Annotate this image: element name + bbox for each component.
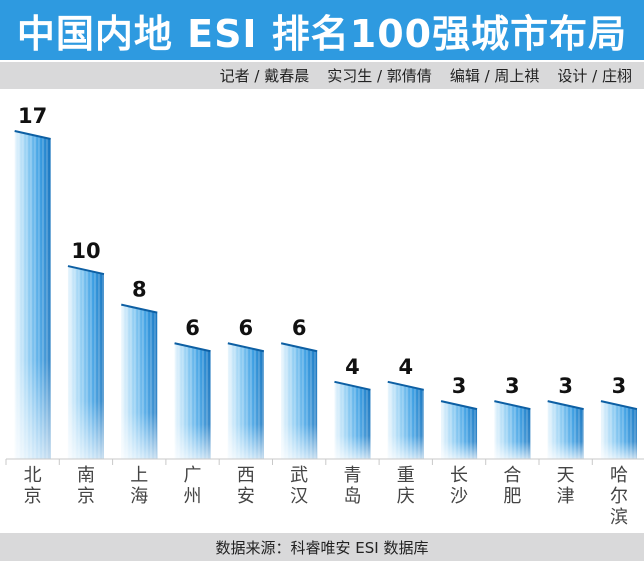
data-label-7: 4 xyxy=(398,355,413,379)
bar-top-edge xyxy=(280,342,318,353)
page-title: 中国内地 ESI 排名100强城市布局 xyxy=(0,0,644,60)
data-label-1: 10 xyxy=(71,239,100,263)
bar-top-edge xyxy=(227,342,265,353)
category-label-7: 重庆 xyxy=(397,465,415,507)
bar-fade xyxy=(14,131,51,459)
category-label-1: 南京 xyxy=(77,465,95,507)
category-label-11: 哈尔滨 xyxy=(610,465,628,528)
data-label-3: 6 xyxy=(185,316,200,340)
bar-top-edge xyxy=(334,380,371,391)
credit-editor: 编辑 / 周上祺 xyxy=(449,67,540,85)
bar-top-edge xyxy=(387,380,424,391)
data-label-11: 3 xyxy=(612,374,627,398)
category-label-4: 西安 xyxy=(237,465,255,507)
category-label-10: 天津 xyxy=(557,465,575,507)
category-label-8: 长沙 xyxy=(450,465,468,507)
data-label-2: 8 xyxy=(132,278,147,302)
credits-bar: 记者 / 戴春晨 实习生 / 郭倩倩 编辑 / 周上祺 设计 / 庄栩 xyxy=(0,62,644,89)
bar-10 xyxy=(547,400,584,459)
data-label-10: 3 xyxy=(558,374,573,398)
source-note: 数据来源：科睿唯安 ESI 数据库 xyxy=(0,533,644,561)
bar-top-edge xyxy=(14,130,51,140)
bar-fade xyxy=(227,343,264,459)
bar-fade xyxy=(174,343,211,459)
bar-top-edge xyxy=(121,303,158,314)
bar-top-edge xyxy=(600,400,638,411)
credit-intern: 实习生 / 郭倩倩 xyxy=(327,67,432,85)
bar-4 xyxy=(227,342,265,459)
bar-6 xyxy=(334,380,371,459)
bar-3 xyxy=(174,342,211,459)
bar-top-edge xyxy=(67,265,105,276)
bar-fade xyxy=(67,266,104,459)
category-label-3: 广州 xyxy=(184,465,202,507)
bar-fade xyxy=(441,401,478,459)
data-label-0: 17 xyxy=(18,104,47,128)
bar-1 xyxy=(67,265,105,459)
credit-designer: 设计 / 庄栩 xyxy=(557,67,632,85)
bar-5 xyxy=(280,342,318,459)
bar-9 xyxy=(494,400,531,459)
bar-fade xyxy=(281,343,318,459)
bar-11 xyxy=(600,400,638,459)
bar-7 xyxy=(387,380,424,459)
bar-fade xyxy=(547,401,584,459)
category-label-2: 上海 xyxy=(130,465,148,507)
bar-0 xyxy=(14,130,51,459)
category-label-9: 合肥 xyxy=(503,465,521,507)
bar-fade xyxy=(121,304,158,459)
data-label-5: 6 xyxy=(292,316,307,340)
bar-chart: 17 北京 10 南京 8 上海 6 广州 6 西安 6 武汉 4 青岛 4 重庆 3 长沙 3 合肥 3 天津 3 哈尔滨 xyxy=(5,104,644,528)
data-label-9: 3 xyxy=(505,374,520,398)
bar-fade xyxy=(494,401,531,459)
data-label-8: 3 xyxy=(452,374,467,398)
category-label-6: 青岛 xyxy=(343,465,361,507)
bar-8 xyxy=(440,400,478,459)
data-label-6: 4 xyxy=(345,355,360,379)
bar-top-edge xyxy=(494,400,531,411)
bar-fade xyxy=(600,401,637,459)
credit-reporter: 记者 / 戴春晨 xyxy=(219,67,310,85)
bar-top-edge xyxy=(174,342,211,353)
bar-fade xyxy=(334,381,371,459)
bar-fade xyxy=(387,381,424,459)
bar-2 xyxy=(121,303,158,459)
category-label-0: 北京 xyxy=(24,465,42,507)
category-label-5: 武汉 xyxy=(290,465,308,507)
bar-top-edge xyxy=(547,400,584,411)
bar-top-edge xyxy=(440,400,478,411)
data-label-4: 6 xyxy=(239,316,254,340)
